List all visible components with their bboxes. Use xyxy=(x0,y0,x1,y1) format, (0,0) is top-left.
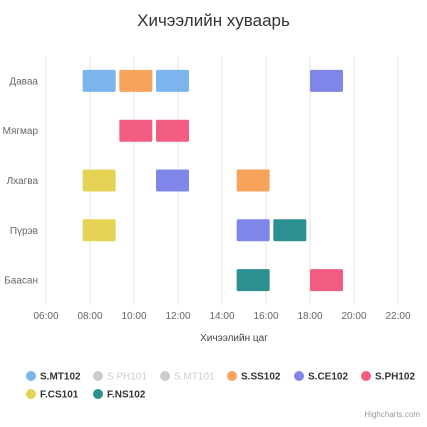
schedule-bar-s-ce102[interactable] xyxy=(156,169,189,192)
schedule-bar-f-cs101[interactable] xyxy=(82,169,116,192)
x-tick-label: 12:00 xyxy=(165,311,190,322)
plot-area xyxy=(82,69,343,292)
schedule-bar-s-ce102[interactable] xyxy=(236,219,270,242)
schedule-bar-f-ns102[interactable] xyxy=(273,219,307,242)
credits-link[interactable]: Highcharts.com xyxy=(364,410,420,419)
schedule-bar-s-ph102[interactable] xyxy=(156,119,189,142)
schedule-bar-s-ce102[interactable] xyxy=(310,69,343,92)
legend-item-f-ns102[interactable]: F.NS102 xyxy=(93,389,146,401)
legend-item-s-mt102[interactable]: S.MT102 xyxy=(26,371,81,383)
schedule-bar-s-ph102[interactable] xyxy=(119,119,153,142)
legend-item-s-ph101[interactable]: S.PH101 xyxy=(93,371,147,383)
legend-item-s-ss102[interactable]: S.SS102 xyxy=(227,371,281,383)
legend-label: S.PH102 xyxy=(375,372,415,383)
legend-item-f-cs101[interactable]: F.CS101 xyxy=(26,389,79,401)
legend: S.MT102 S.PH101 S.MT101 S.SS102 S.CE102 S.PH1… xyxy=(26,371,415,401)
legend-marker xyxy=(361,371,371,381)
legend-marker xyxy=(26,389,36,399)
legend-item-s-ph102[interactable]: S.PH102 xyxy=(361,371,415,383)
y-category-label: Баасан xyxy=(4,276,38,287)
schedule-bar-s-ss102[interactable] xyxy=(236,169,270,192)
legend-marker xyxy=(160,371,170,381)
legend-label: S.MT102 xyxy=(40,372,81,383)
legend-label: S.CE102 xyxy=(308,372,348,383)
legend-marker xyxy=(227,371,237,381)
schedule-bar-f-ns102[interactable] xyxy=(236,269,270,292)
legend-label: F.NS102 xyxy=(107,390,146,401)
y-category-label: Мягмар xyxy=(3,126,39,137)
legend-label: S.SS102 xyxy=(241,372,281,383)
x-axis-title: Хичээлийн цаг xyxy=(200,333,268,344)
schedule-bar-s-mt102[interactable] xyxy=(156,69,189,92)
legend-label: F.CS101 xyxy=(40,390,79,401)
x-tick-label: 06:00 xyxy=(33,311,58,322)
schedule-bar-s-ph102[interactable] xyxy=(310,269,343,292)
x-tick-label: 22:00 xyxy=(385,311,410,322)
schedule-bar-s-mt102[interactable] xyxy=(82,69,116,92)
y-axis: Даваа Мягмар Лхагва Пүрэв Баасан xyxy=(3,76,39,286)
x-axis: 06:00 08:00 10:00 12:00 14:00 16:00 18:00 20:00… xyxy=(33,311,410,322)
y-category-label: Пүрэв xyxy=(10,226,38,237)
x-tick-label: 14:00 xyxy=(209,311,234,322)
chart-title: Хичээлийн хуваарь xyxy=(137,11,290,30)
x-tick-label: 10:00 xyxy=(121,311,146,322)
x-tick-label: 18:00 xyxy=(297,311,322,322)
y-category-label: Даваа xyxy=(9,76,38,87)
legend-label: S.PH101 xyxy=(107,372,147,383)
legend-marker xyxy=(294,371,304,381)
schedule-bar-f-cs101[interactable] xyxy=(82,219,116,242)
x-tick-label: 16:00 xyxy=(253,311,278,322)
y-category-label: Лхагва xyxy=(7,176,39,187)
legend-marker xyxy=(93,371,103,381)
schedule-bar-s-ss102[interactable] xyxy=(119,69,153,92)
legend-marker xyxy=(93,389,103,399)
legend-marker xyxy=(26,371,36,381)
legend-item-s-mt101[interactable]: S.MT101 xyxy=(160,371,215,383)
x-tick-label: 08:00 xyxy=(77,311,102,322)
legend-item-s-ce102[interactable]: S.CE102 xyxy=(294,371,348,383)
legend-label: S.MT101 xyxy=(174,372,215,383)
x-tick-label: 20:00 xyxy=(341,311,366,322)
